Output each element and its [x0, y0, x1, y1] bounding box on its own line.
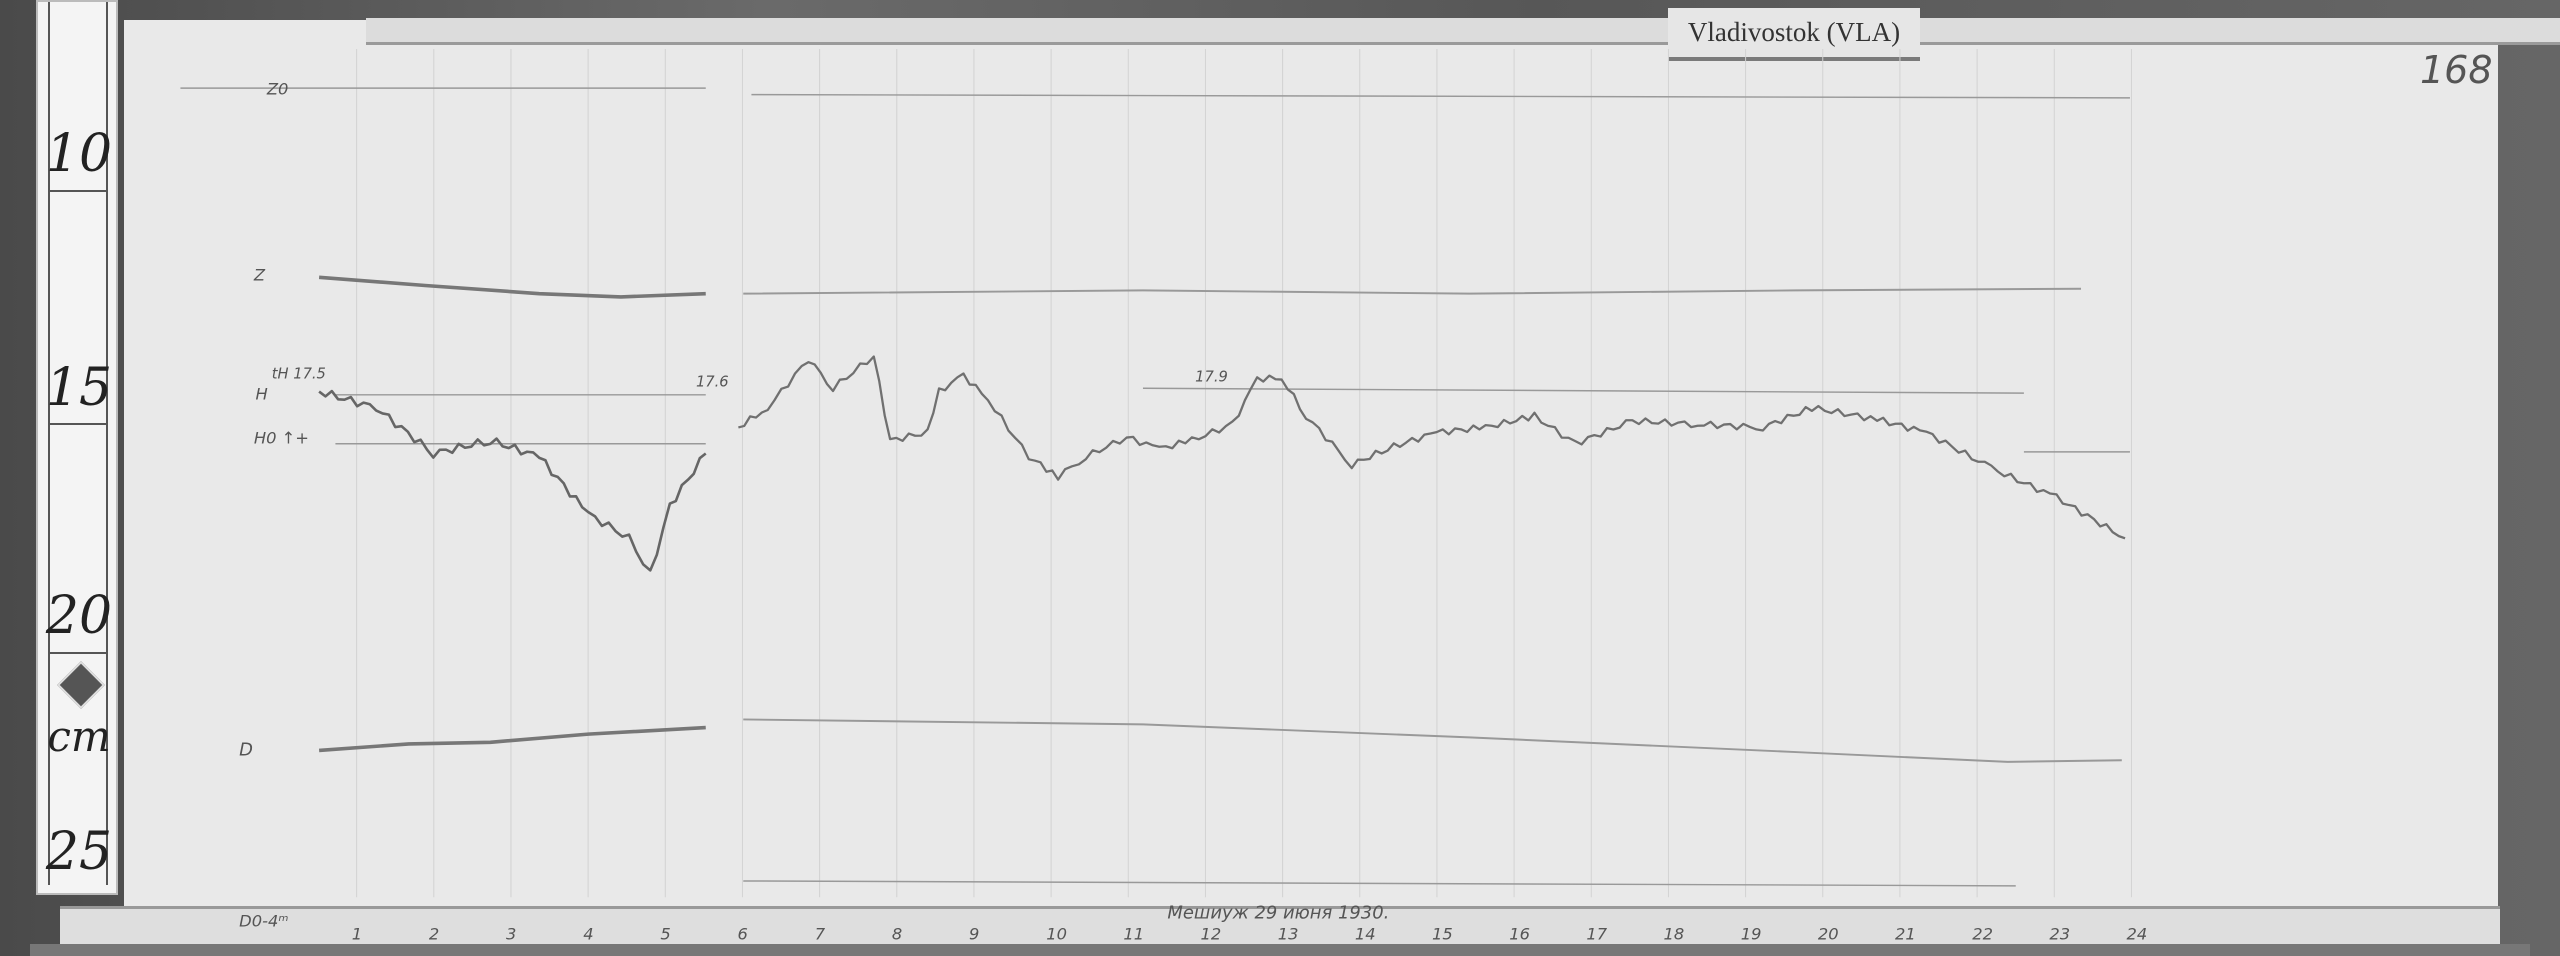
hour-tick-label: 2	[429, 925, 439, 944]
hour-tick-label: 16	[1509, 925, 1530, 944]
ruler-mark-20: 20	[45, 586, 113, 646]
hour-tick-label: 18	[1664, 925, 1685, 944]
hour-tick-label: 12	[1201, 925, 1222, 944]
z-trace-left	[318, 275, 706, 299]
hour-tick-label: 17	[1586, 925, 1607, 944]
ruler-mark-15: 15	[45, 358, 113, 418]
hour-tick-label: 15	[1432, 925, 1453, 944]
hour-tick-label: 7	[815, 925, 826, 944]
page-number: 168	[2420, 48, 2493, 92]
h-trace-left	[318, 389, 707, 572]
hour-tick-label: 9	[969, 925, 979, 944]
hour-tick-label: 19	[1741, 925, 1762, 944]
hour-tick-label: 5	[660, 925, 670, 944]
footer-note: Мешиуж 29 июня 1930.	[1167, 902, 1389, 923]
d-trace-left	[318, 725, 706, 753]
ruler-mark-25: 25	[45, 822, 113, 882]
bottom-edge	[30, 944, 2530, 956]
baseline	[1142, 387, 2024, 394]
station-label: Vladivostok (VLA)	[1668, 8, 1920, 57]
h-temp-mid-1: 17.6	[696, 374, 729, 391]
h0-label: H0 ↑+	[254, 429, 309, 448]
ruler-unit: cm	[47, 712, 111, 761]
hour-tick-label: 14	[1355, 925, 1376, 944]
hour-tick-label: 4	[583, 925, 593, 944]
z0-label: Z0	[266, 80, 289, 99]
tape-strip	[366, 18, 2560, 45]
h-trace-right	[738, 355, 2126, 540]
d-label: D	[239, 739, 253, 760]
hour-tick-label: 20	[1818, 925, 1839, 944]
hour-tick-label: 13	[1278, 925, 1299, 944]
hour-tick-label: 22	[1972, 925, 1993, 944]
hour-tick-label: 10	[1046, 925, 1067, 944]
hour-tick-label: 23	[2049, 925, 2070, 944]
d-trace-right	[743, 718, 2122, 763]
baseline	[743, 880, 2016, 887]
hour-tick-label: 3	[506, 925, 516, 944]
ruler-mark-10: 10	[45, 124, 113, 184]
magnetogram-paper	[124, 20, 2498, 906]
hour-tick-label: 24	[2127, 925, 2148, 944]
scale-ruler: 10 15 20 cm 25	[36, 0, 118, 895]
h-temp-label: tH 17.5	[272, 365, 326, 382]
h-label: H	[255, 385, 267, 404]
h-temp-mid-2: 17.9	[1195, 369, 1228, 386]
baseline	[751, 93, 2130, 99]
hour-tick-label: 21	[1895, 925, 1916, 944]
time-axis-start-label: D0-4ᵐ	[239, 912, 288, 931]
z-label: Z	[253, 266, 266, 285]
hour-tick-label: 1	[352, 925, 362, 944]
z-trace-right	[743, 287, 2082, 295]
hour-tick-label: 11	[1123, 925, 1144, 944]
hour-tick-label: 8	[892, 925, 902, 944]
hour-tick-label: 6	[738, 925, 748, 944]
